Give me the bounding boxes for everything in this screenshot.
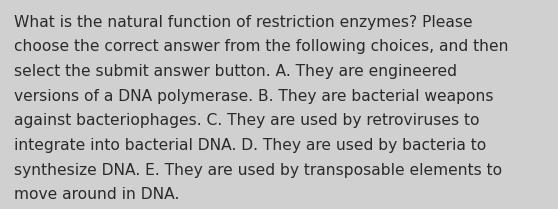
Text: synthesize DNA. E. They are used by transposable elements to: synthesize DNA. E. They are used by tran… — [14, 163, 502, 178]
Text: move around in DNA.: move around in DNA. — [14, 187, 179, 202]
Text: versions of a DNA polymerase. B. They are bacterial weapons: versions of a DNA polymerase. B. They ar… — [14, 89, 493, 104]
Text: integrate into bacterial DNA. D. They are used by bacteria to: integrate into bacterial DNA. D. They ar… — [14, 138, 486, 153]
Text: choose the correct answer from the following choices, and then: choose the correct answer from the follo… — [14, 39, 508, 54]
Text: against bacteriophages. C. They are used by retroviruses to: against bacteriophages. C. They are used… — [14, 113, 479, 128]
Text: select the submit answer button. A. They are engineered: select the submit answer button. A. They… — [14, 64, 457, 79]
Text: What is the natural function of restriction enzymes? Please: What is the natural function of restrict… — [14, 15, 473, 30]
